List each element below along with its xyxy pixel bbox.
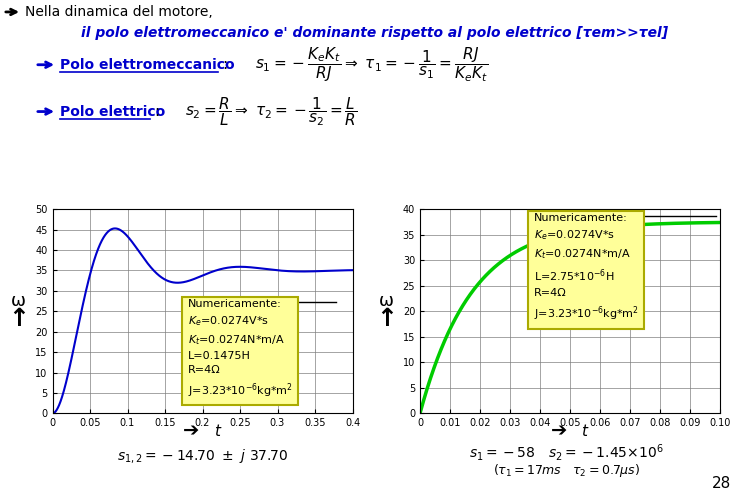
Text: :: : — [154, 104, 159, 119]
Text: 28: 28 — [712, 476, 731, 491]
Text: t: t — [581, 424, 587, 439]
Text: $s_2 = \dfrac{R}{L} \Rightarrow\ \tau_2 = -\dfrac{1}{s_2} = \dfrac{L}{R}$: $s_2 = \dfrac{R}{L} \Rightarrow\ \tau_2 … — [185, 95, 357, 128]
Text: $s_{1,2}=-14.70\ \pm\ j\ 37.70$: $s_{1,2}=-14.70\ \pm\ j\ 37.70$ — [117, 447, 288, 465]
Text: $s_1=-58\quad s_2=-1.45{\times}10^6$: $s_1=-58\quad s_2=-1.45{\times}10^6$ — [469, 442, 664, 463]
Text: $(\tau_1=17ms\quad \tau_2=0.7\mu s)$: $(\tau_1=17ms\quad \tau_2=0.7\mu s)$ — [493, 462, 640, 479]
Text: Polo elettrico: Polo elettrico — [60, 105, 165, 119]
Text: ω: ω — [379, 292, 394, 310]
Text: t: t — [214, 424, 220, 439]
Text: Numericamente:
$K_e$=0.0274V*s
$K_t$=0.0274N*m/A
L=2.75*10$^{-6}$H
R=4Ω
J=3.23*1: Numericamente: $K_e$=0.0274V*s $K_t$=0.0… — [534, 213, 639, 323]
Text: Nella dinamica del motore,: Nella dinamica del motore, — [25, 5, 213, 19]
Text: ➔: ➔ — [550, 421, 567, 440]
Text: ↑: ↑ — [8, 307, 29, 331]
Text: Numericamente:
$K_e$=0.0274V*s
$K_t$=0.0274N*m/A
L=0.1475H
R=4Ω
J=3.23*10$^{-6}$: Numericamente: $K_e$=0.0274V*s $K_t$=0.0… — [188, 299, 292, 400]
Text: ↑: ↑ — [376, 307, 397, 331]
Text: Polo elettromeccanico: Polo elettromeccanico — [60, 58, 235, 72]
Text: il polo elettromeccanico e' dominante rispetto al polo elettrico [τem>>τel]: il polo elettromeccanico e' dominante ri… — [82, 26, 668, 40]
Text: ω: ω — [11, 292, 26, 310]
Text: ➔: ➔ — [183, 421, 200, 440]
Text: $s_1 = -\dfrac{K_e K_t}{RJ} \Rightarrow\ \tau_1 = -\dfrac{1}{s_1} = \dfrac{RJ}{K: $s_1 = -\dfrac{K_e K_t}{RJ} \Rightarrow\… — [255, 45, 488, 84]
Text: :: : — [222, 57, 227, 72]
